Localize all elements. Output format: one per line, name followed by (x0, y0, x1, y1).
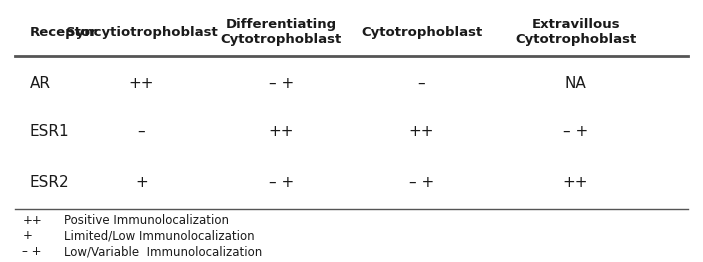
Text: – +: – + (22, 245, 42, 258)
Text: – +: – + (409, 175, 434, 190)
Text: Cytotrophoblast: Cytotrophoblast (361, 26, 482, 39)
Text: ++: ++ (269, 123, 295, 139)
Text: Positive Immunolocalization: Positive Immunolocalization (65, 214, 229, 227)
Text: – +: – + (563, 123, 588, 139)
Text: Differentiating
Cytotrophoblast: Differentiating Cytotrophoblast (221, 19, 342, 46)
Text: –: – (418, 75, 425, 91)
Text: Extravillous
Cytotrophoblast: Extravillous Cytotrophoblast (515, 19, 636, 46)
Text: ++: ++ (22, 214, 42, 227)
Text: Low/Variable  Immunolocalization: Low/Variable Immunolocalization (65, 245, 263, 258)
Text: – +: – + (269, 75, 294, 91)
Text: Limited/Low Immunolocalization: Limited/Low Immunolocalization (65, 230, 255, 243)
Text: ++: ++ (129, 75, 154, 91)
Text: ++: ++ (408, 123, 434, 139)
Text: ESR2: ESR2 (30, 175, 69, 190)
Text: – +: – + (269, 175, 294, 190)
Text: AR: AR (30, 75, 51, 91)
Text: +: + (22, 230, 32, 243)
Text: Receptor: Receptor (30, 26, 97, 39)
Text: +: + (135, 175, 148, 190)
Text: ++: ++ (563, 175, 588, 190)
Text: NA: NA (565, 75, 586, 91)
Text: –: – (138, 123, 146, 139)
Text: ESR1: ESR1 (30, 123, 69, 139)
Text: Syncytiotrophoblast: Syncytiotrophoblast (65, 26, 217, 39)
